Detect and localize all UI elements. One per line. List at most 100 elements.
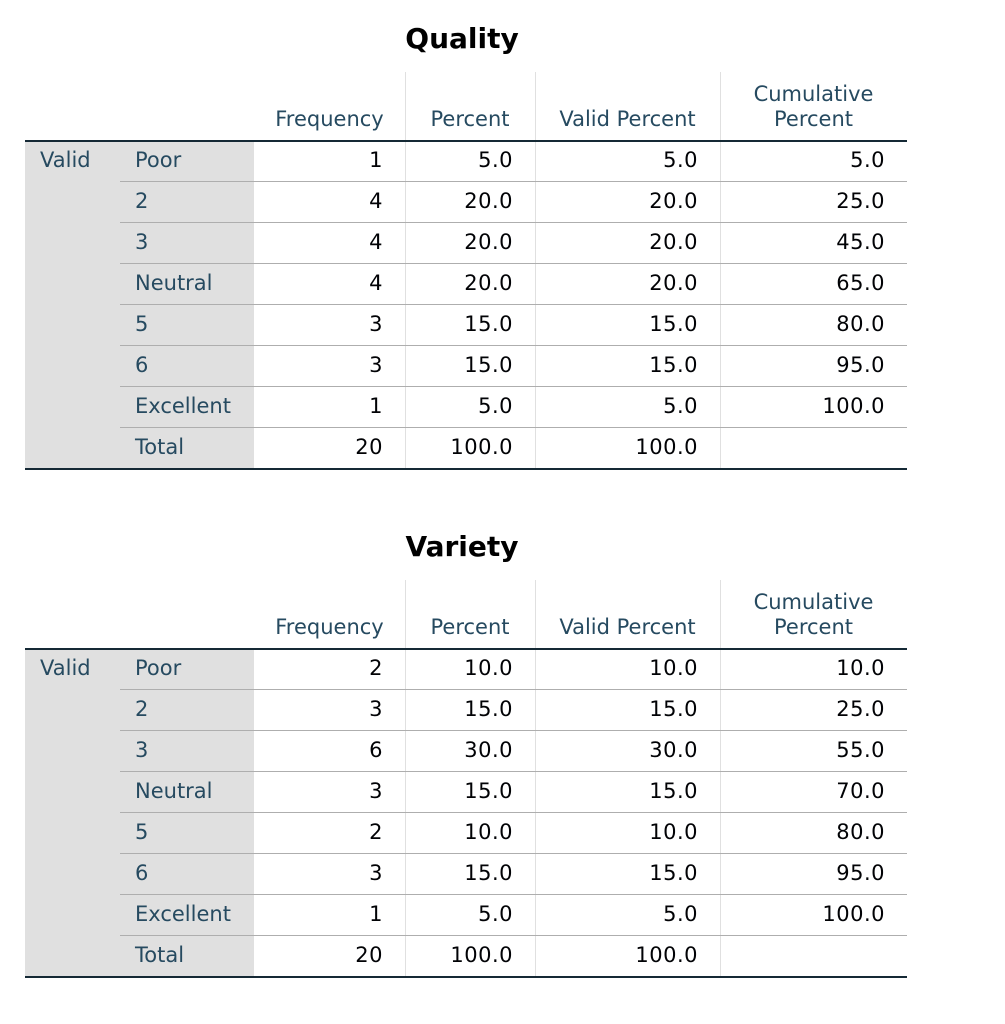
cell-value: 15.0: [464, 861, 513, 885]
cell-value: 10.0: [464, 656, 513, 680]
column-header: Cumulative Percent: [753, 590, 874, 639]
cell-value: 20.0: [649, 271, 698, 295]
table-title: Variety: [405, 530, 519, 563]
row-divider: [120, 222, 907, 223]
cell-value: 15.0: [464, 697, 513, 721]
cell-value: 20.0: [464, 271, 513, 295]
column-header: Frequency: [275, 615, 384, 639]
row-divider: [120, 345, 907, 346]
cell-value: 55.0: [836, 738, 885, 762]
column-divider: [720, 580, 721, 976]
header-rule: [25, 140, 907, 142]
cell-value: 5.0: [663, 902, 698, 926]
cell-value: 1: [369, 394, 383, 418]
row-label: Total: [135, 943, 185, 967]
row-divider: [120, 894, 907, 895]
cell-value: 4: [369, 230, 383, 254]
row-divider: [120, 386, 907, 387]
cell-value: 3: [369, 861, 383, 885]
row-label: Total: [135, 435, 185, 459]
cell-value: 6: [369, 738, 383, 762]
cell-value: 5.0: [663, 394, 698, 418]
group-label: Valid: [40, 656, 91, 680]
cell-value: 30.0: [649, 738, 698, 762]
cell-value: 10.0: [836, 656, 885, 680]
row-label: 5: [135, 820, 149, 844]
row-label: 2: [135, 189, 149, 213]
cell-value: 45.0: [836, 230, 885, 254]
cell-value: 2: [369, 656, 383, 680]
cell-value: 2: [369, 820, 383, 844]
cell-value: 20.0: [649, 230, 698, 254]
cell-value: 4: [369, 189, 383, 213]
row-divider: [120, 853, 907, 854]
row-label: 2: [135, 697, 149, 721]
cell-value: 25.0: [836, 189, 885, 213]
bottom-rule: [25, 468, 907, 470]
cell-value: 5.0: [478, 902, 513, 926]
cell-value: 15.0: [464, 779, 513, 803]
cell-value: 5.0: [850, 148, 885, 172]
cell-value: 95.0: [836, 861, 885, 885]
row-label: 6: [135, 353, 149, 377]
column-divider: [405, 72, 406, 468]
row-label: 6: [135, 861, 149, 885]
cell-value: 1: [369, 148, 383, 172]
cell-value: 100.0: [635, 435, 698, 459]
cell-value: 20.0: [464, 230, 513, 254]
cell-value: 100.0: [822, 394, 885, 418]
cell-value: 80.0: [836, 312, 885, 336]
cell-value: 15.0: [649, 697, 698, 721]
column-header: Valid Percent: [559, 107, 696, 131]
column-divider: [535, 580, 536, 976]
cell-value: 10.0: [649, 656, 698, 680]
row-label: Poor: [135, 656, 182, 680]
cell-value: 20.0: [649, 189, 698, 213]
column-header: Cumulative Percent: [753, 82, 874, 131]
cell-value: 10.0: [649, 820, 698, 844]
cell-value: 1: [369, 902, 383, 926]
row-label: 3: [135, 738, 149, 762]
cell-value: 4: [369, 271, 383, 295]
column-header: Frequency: [275, 107, 384, 131]
row-label: Poor: [135, 148, 182, 172]
row-label: 5: [135, 312, 149, 336]
row-divider: [120, 812, 907, 813]
cell-value: 20: [355, 435, 383, 459]
column-divider: [535, 72, 536, 468]
cell-value: 80.0: [836, 820, 885, 844]
table-title: Quality: [405, 22, 519, 55]
cell-value: 15.0: [464, 353, 513, 377]
cell-value: 3: [369, 353, 383, 377]
row-label: 3: [135, 230, 149, 254]
cell-value: 15.0: [649, 312, 698, 336]
column-divider: [720, 72, 721, 468]
row-label: Excellent: [135, 902, 231, 926]
row-label: Excellent: [135, 394, 231, 418]
cell-value: 100.0: [822, 902, 885, 926]
column-header: Valid Percent: [559, 615, 696, 639]
cell-value: 15.0: [649, 861, 698, 885]
group-label: Valid: [40, 148, 91, 172]
row-divider: [120, 771, 907, 772]
cell-value: 5.0: [478, 394, 513, 418]
row-divider: [120, 689, 907, 690]
header-rule: [25, 648, 907, 650]
row-label: Neutral: [135, 271, 213, 295]
row-divider: [120, 263, 907, 264]
cell-value: 20: [355, 943, 383, 967]
cell-value: 25.0: [836, 697, 885, 721]
cell-value: 3: [369, 312, 383, 336]
row-divider: [120, 730, 907, 731]
cell-value: 3: [369, 779, 383, 803]
column-header: Percent: [430, 107, 510, 131]
column-divider: [405, 580, 406, 976]
column-header: Percent: [430, 615, 510, 639]
cell-value: 20.0: [464, 189, 513, 213]
cell-value: 15.0: [649, 353, 698, 377]
cell-value: 10.0: [464, 820, 513, 844]
bottom-rule: [25, 976, 907, 978]
cell-value: 100.0: [450, 435, 513, 459]
cell-value: 70.0: [836, 779, 885, 803]
